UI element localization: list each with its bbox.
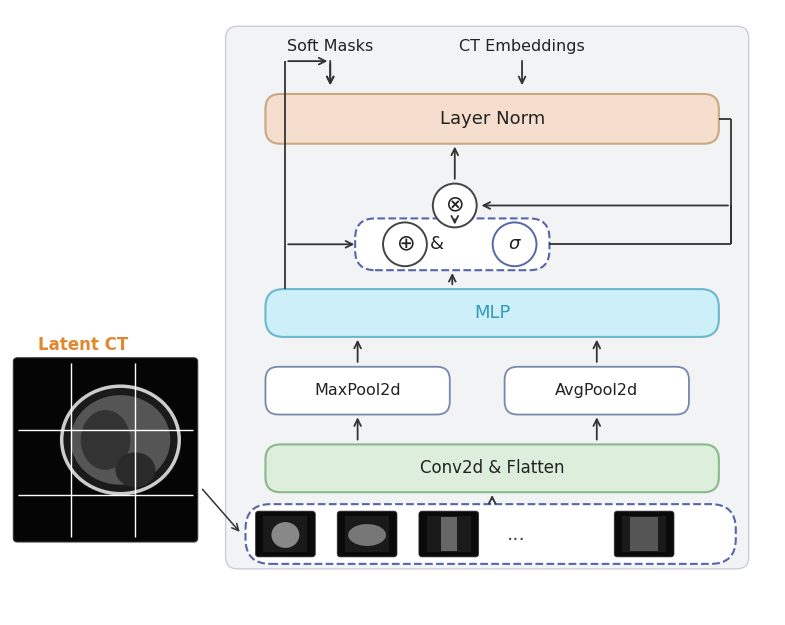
Ellipse shape (349, 524, 386, 546)
Text: Layer Norm: Layer Norm (440, 110, 545, 128)
Bar (623, 516, 666, 552)
Text: $\otimes$: $\otimes$ (445, 196, 464, 216)
FancyBboxPatch shape (355, 218, 550, 270)
Ellipse shape (81, 410, 130, 470)
Ellipse shape (60, 385, 181, 494)
Text: MaxPool2d: MaxPool2d (314, 383, 401, 398)
Bar (345, 516, 389, 552)
Bar (441, 517, 457, 551)
Text: AvgPool2d: AvgPool2d (555, 383, 638, 398)
FancyBboxPatch shape (338, 511, 397, 557)
FancyBboxPatch shape (265, 367, 450, 414)
FancyBboxPatch shape (265, 444, 719, 493)
Text: Soft Masks: Soft Masks (287, 39, 374, 54)
Bar (630, 517, 658, 551)
Text: Conv2d & Flatten: Conv2d & Flatten (420, 459, 564, 478)
FancyBboxPatch shape (614, 511, 674, 557)
Bar (427, 516, 471, 552)
Ellipse shape (115, 452, 155, 488)
FancyBboxPatch shape (246, 504, 736, 564)
FancyBboxPatch shape (505, 367, 689, 414)
FancyBboxPatch shape (255, 511, 316, 557)
FancyBboxPatch shape (419, 511, 479, 557)
Ellipse shape (71, 395, 170, 485)
Ellipse shape (272, 522, 299, 548)
Circle shape (383, 222, 427, 266)
Text: $\sigma$: $\sigma$ (508, 235, 521, 253)
Text: CT Embeddings: CT Embeddings (459, 39, 585, 54)
FancyBboxPatch shape (265, 289, 719, 337)
Text: &: & (430, 235, 444, 253)
FancyBboxPatch shape (225, 26, 749, 569)
Text: $\oplus$: $\oplus$ (396, 234, 414, 254)
Bar (264, 516, 307, 552)
Text: ...: ... (507, 524, 526, 544)
Circle shape (433, 184, 476, 228)
Text: Latent CT: Latent CT (38, 336, 128, 354)
FancyBboxPatch shape (13, 357, 198, 542)
Circle shape (493, 222, 536, 266)
Text: MLP: MLP (474, 304, 510, 322)
FancyBboxPatch shape (265, 94, 719, 144)
